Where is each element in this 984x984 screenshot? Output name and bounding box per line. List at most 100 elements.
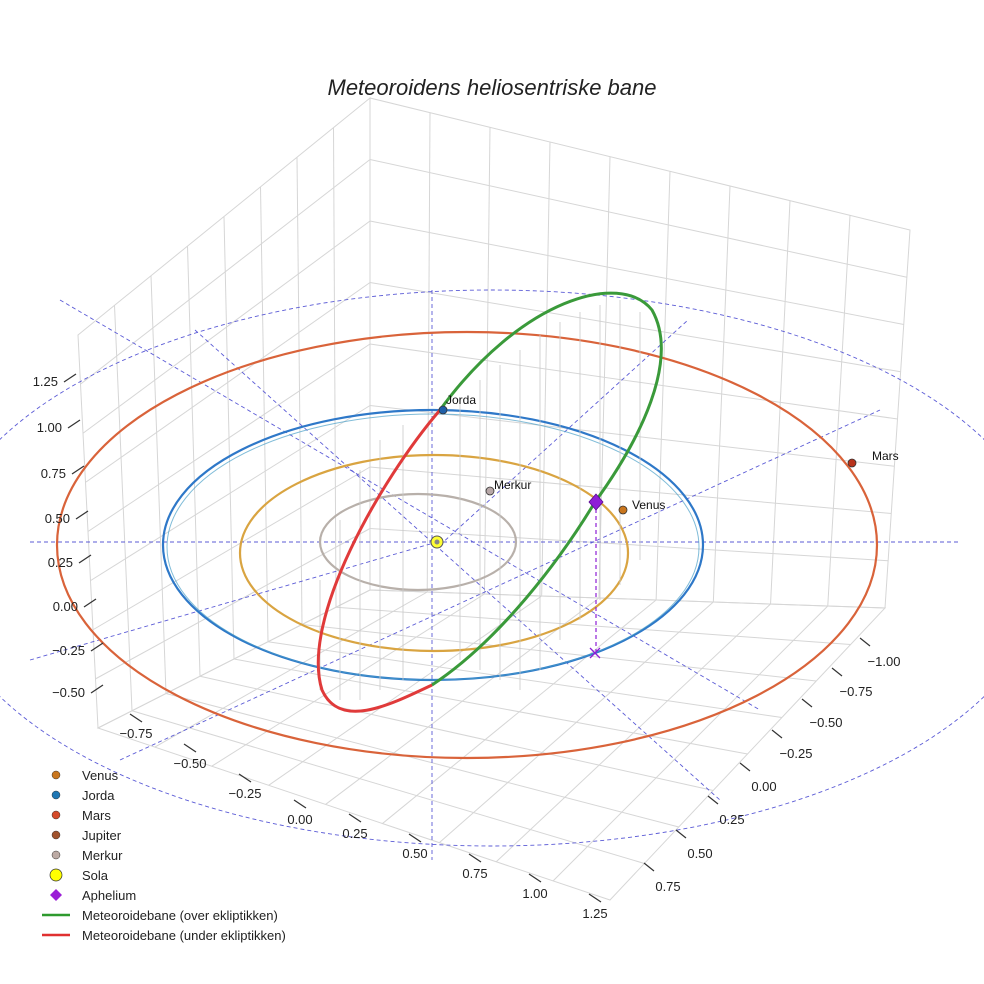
back-wall-gridline (369, 220, 904, 325)
ecliptic-circle (0, 289, 984, 847)
planet-marker-jorda (438, 405, 448, 415)
legend-item-sola: Sola (49, 868, 109, 883)
z-tick-mark (78, 554, 92, 564)
back-wall-gridline (369, 466, 892, 514)
y-tick-label: −1.00 (868, 654, 901, 669)
y-tick-label: −0.50 (810, 715, 843, 730)
x-tick-label: 0.50 (402, 846, 427, 861)
legend-label: Meteoroidebane (under ekliptikken) (82, 928, 286, 943)
legend-label: Mars (82, 808, 111, 823)
y-tick-mark (801, 698, 813, 708)
left-wall-gridline (82, 220, 371, 434)
x-tick-mark (293, 799, 307, 809)
planet-marker-merkur (485, 486, 495, 496)
legend-marker (51, 830, 61, 840)
legend-label: Merkur (82, 848, 123, 863)
y-tick-label: 0.50 (687, 846, 712, 861)
planet-markers: Jorda Merkur Venus Mars (430, 393, 899, 549)
z-tick-label: −0.50 (52, 685, 85, 700)
x-tick-mark (238, 773, 252, 783)
orbit-mars (55, 330, 879, 760)
x-tick-label: −0.50 (174, 756, 207, 771)
orbit-venus (238, 453, 630, 653)
y-tick-mark (771, 729, 783, 739)
y-tick-mark (859, 637, 871, 647)
left-wall-gridline (90, 405, 371, 582)
legend-label: Meteoroidebane (over ekliptikken) (82, 908, 278, 923)
legend-item-merkur: Merkur (51, 848, 123, 863)
legend-item-jorda: Jorda (51, 788, 115, 803)
back-wall-gridline (369, 282, 901, 373)
legend-label: Jorda (82, 788, 115, 803)
z-tick-mark (83, 598, 97, 608)
x-tick-mark (468, 853, 482, 863)
y-tick-label: 0.00 (751, 779, 776, 794)
y-tick-mark (643, 862, 655, 872)
legend-item-venus: Venus (51, 768, 119, 783)
aphelium-marker (588, 493, 604, 511)
x-tick-mark (129, 713, 143, 723)
z-tick-label: 0.00 (53, 599, 78, 614)
z-tick-label: 0.75 (41, 466, 66, 481)
z-tick-mark (63, 373, 77, 383)
planet-label-merkur: Merkur (494, 478, 531, 492)
planet-label-mars: Mars (872, 449, 899, 463)
planet-orbits (55, 330, 879, 760)
legend-label: Sola (82, 868, 109, 883)
planet-marker-venus (618, 505, 628, 515)
legend-label: Jupiter (82, 828, 122, 843)
meteoroid-orbit-below (316, 409, 442, 713)
chart-title: Meteoroidens heliosentriske bane (328, 75, 657, 100)
back-wall-gridline (369, 528, 889, 562)
floor-gridline (267, 641, 782, 718)
legend: Venus Jorda Mars Jupiter Merkur Sola Aphelium M… (42, 768, 286, 943)
x-tick-label: −0.25 (229, 786, 262, 801)
axis-ticks: −0.50 −0.25 0.00 0.25 0.50 0.75 1.00 1.25 −0.75 −… (33, 373, 901, 921)
back-wall-gridline (369, 159, 907, 278)
y-tick-label: −0.75 (840, 684, 873, 699)
ecliptic-guide-line (194, 329, 721, 801)
x-tick-label: 1.25 (582, 906, 607, 921)
z-tick-mark (90, 642, 104, 652)
floor-gridline (165, 693, 679, 828)
legend-item-jupiter: Jupiter (51, 828, 122, 843)
z-tick-mark (67, 419, 81, 429)
legend-item-mars: Mars (51, 808, 111, 823)
legend-marker (50, 889, 62, 901)
legend-marker (51, 810, 61, 820)
left-wall-gridline (80, 159, 371, 385)
left-wall-gridline (92, 466, 371, 631)
meteoroid-orbit-above (431, 291, 663, 687)
grid-panes (77, 96, 911, 901)
legend-item-meteoroidebane-under-ekliptikken-: Meteoroidebane (under ekliptikken) (42, 928, 286, 943)
orbit-jorda-inner (166, 413, 700, 681)
z-tick-label: 0.50 (45, 511, 70, 526)
legend-item-meteoroidebane-over-ekliptikken-: Meteoroidebane (over ekliptikken) (42, 908, 278, 923)
x-tick-label: 0.25 (342, 826, 367, 841)
planet-marker-mars (847, 458, 857, 468)
x-tick-mark (408, 833, 422, 843)
legend-item-aphelium: Aphelium (50, 888, 136, 903)
ecliptic-guide-line (59, 299, 761, 711)
planet-label-venus: Venus (632, 498, 665, 512)
z-tick-label: 1.25 (33, 374, 58, 389)
back-wall-gridline (369, 405, 895, 467)
legend-marker (51, 850, 61, 860)
sun-center (434, 539, 440, 545)
ecliptic-guide-line (29, 541, 438, 661)
left-wall-gridline (95, 528, 371, 680)
x-tick-mark (588, 893, 602, 903)
x-tick-mark (528, 873, 542, 883)
ecliptic-guides (0, 289, 984, 860)
z-tick-mark (90, 684, 104, 694)
legend-marker (51, 770, 61, 780)
left-wall-gridline (87, 343, 371, 532)
y-tick-mark (675, 829, 687, 839)
floor-gridline (199, 675, 714, 791)
x-tick-label: 0.00 (287, 812, 312, 827)
floor-gridline (301, 624, 817, 682)
y-tick-label: 0.25 (719, 812, 744, 827)
x-tick-label: 1.00 (522, 886, 547, 901)
y-tick-label: −0.25 (780, 746, 813, 761)
